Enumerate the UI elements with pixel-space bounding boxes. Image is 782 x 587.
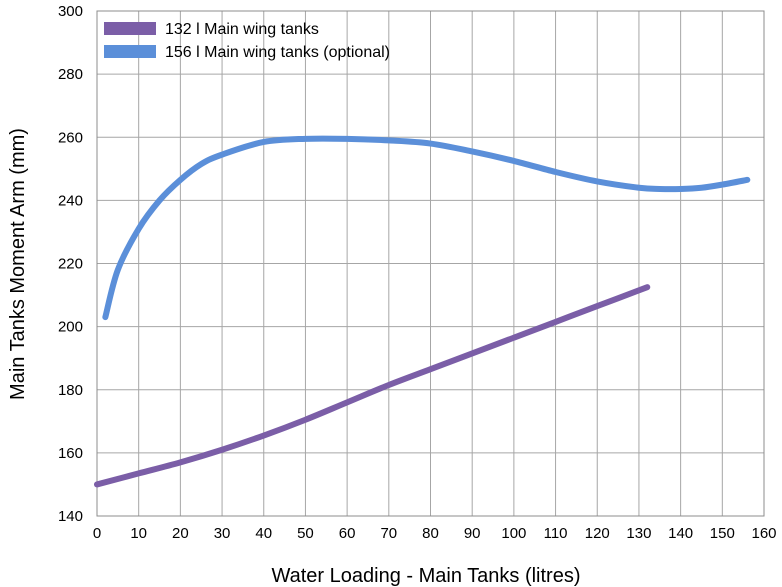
y-tick-label: 260 [58, 129, 83, 146]
x-tick-label: 0 [93, 525, 101, 542]
x-axis-title: Water Loading - Main Tanks (litres) [271, 565, 580, 587]
y-tick-label: 180 [58, 382, 83, 399]
y-tick-label: 160 [58, 445, 83, 462]
series-line-132l [94, 284, 651, 488]
y-tick-label: 280 [58, 66, 83, 83]
x-tick-label: 100 [501, 525, 526, 542]
x-tick-label: 160 [751, 525, 776, 542]
y-tick-label: 200 [58, 319, 83, 336]
series-line-156l [102, 135, 751, 321]
x-tick-label: 90 [464, 525, 481, 542]
x-tick-label: 140 [668, 525, 693, 542]
x-tick-label: 30 [214, 525, 231, 542]
series-lines [94, 135, 751, 488]
y-tick-label: 220 [58, 256, 83, 273]
legend-swatch-156l [104, 45, 156, 58]
legend-swatch-132l [104, 22, 156, 35]
legend-label-132l: 132 l Main wing tanks [165, 21, 319, 38]
x-tick-label: 150 [710, 525, 735, 542]
x-tick-label: 20 [172, 525, 189, 542]
y-axis-ticks: 140 160 180 200 220 240 260 280 300 [58, 3, 83, 525]
plot-area-border [96, 10, 765, 517]
x-tick-label: 10 [130, 525, 147, 542]
y-axis-title: Main Tanks Moment Arm (mm) [7, 128, 29, 400]
y-tick-label: 300 [58, 3, 83, 20]
x-tick-label: 110 [544, 525, 568, 542]
x-tick-label: 40 [255, 525, 272, 542]
legend-label-156l: 156 l Main wing tanks (optional) [165, 44, 390, 61]
y-tick-label: 140 [58, 508, 83, 525]
x-tick-label: 60 [339, 525, 356, 542]
grid [96, 10, 765, 517]
legend: 132 l Main wing tanks 156 l Main wing ta… [104, 21, 390, 61]
x-tick-label: 70 [380, 525, 397, 542]
x-tick-label: 50 [297, 525, 314, 542]
y-tick-label: 240 [58, 192, 83, 209]
x-tick-label: 120 [585, 525, 610, 542]
x-tick-label: 80 [422, 525, 439, 542]
x-tick-label: 130 [626, 525, 651, 542]
x-axis-ticks: 0 10 20 30 40 50 60 70 80 90 100 110 120 130 140 150 160 [93, 525, 777, 542]
